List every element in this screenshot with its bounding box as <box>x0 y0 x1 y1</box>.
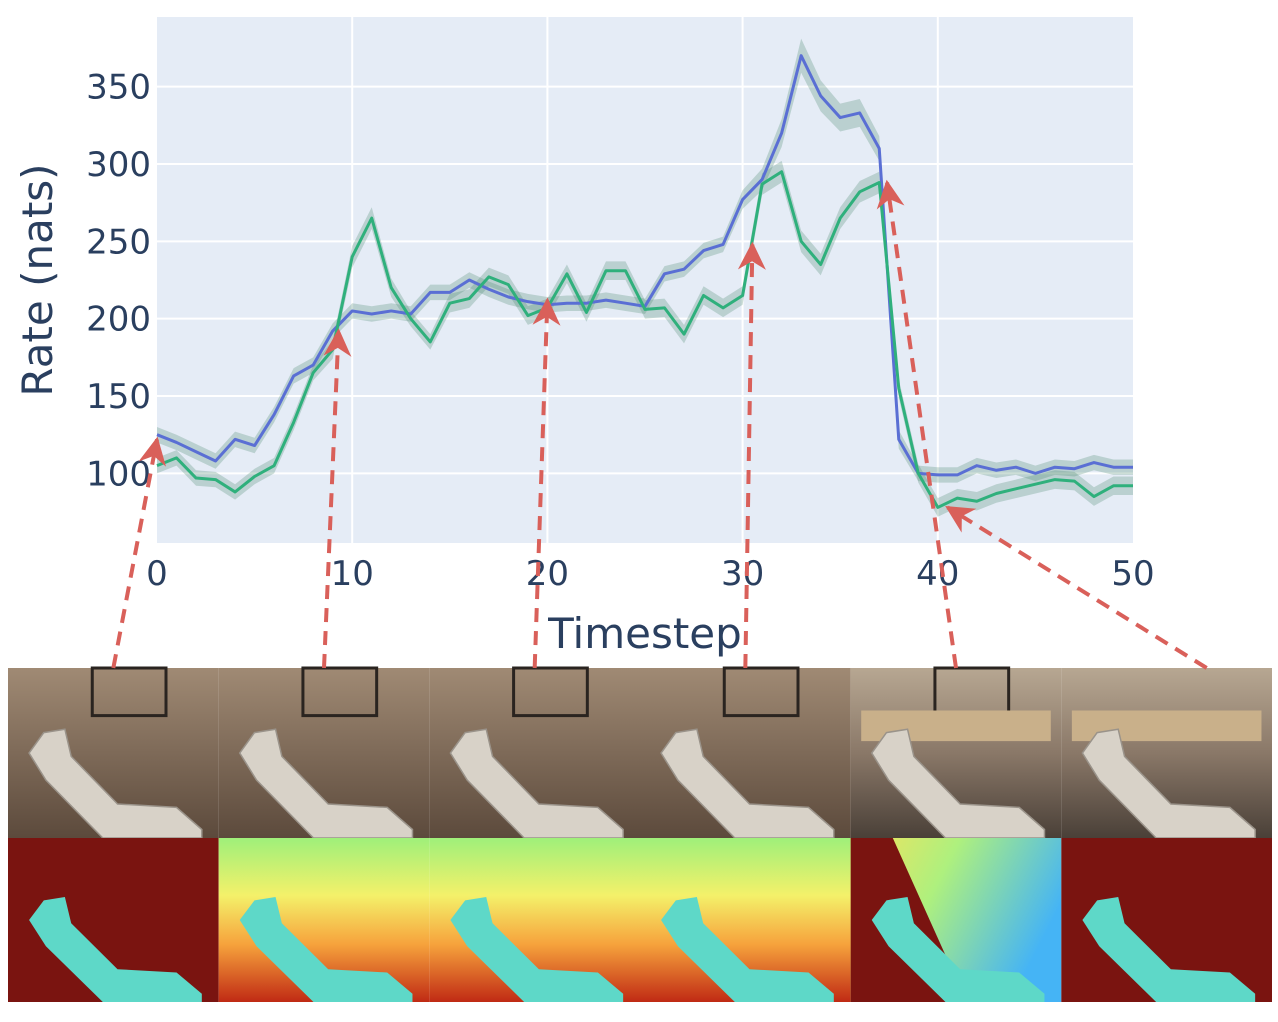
x-tick-label: 50 <box>1111 554 1154 594</box>
frame-4 <box>851 668 1062 1002</box>
x-tick-labels: 0 10 20 30 40 50 <box>146 554 1154 594</box>
frame-0 <box>8 668 219 1002</box>
y-tick-label: 100 <box>86 454 151 494</box>
frame-2 <box>429 668 640 1002</box>
frame-3 <box>640 668 851 1002</box>
image-strip <box>8 668 1272 1002</box>
y-tick-labels: 100 150 200 250 300 350 <box>86 68 151 495</box>
y-tick-label: 350 <box>86 68 151 108</box>
y-tick-label: 250 <box>86 222 151 262</box>
x-tick-label: 10 <box>331 554 374 594</box>
frame-1 <box>219 668 430 1002</box>
x-tick-label: 0 <box>146 554 168 594</box>
x-axis-title: Timestep <box>547 609 742 658</box>
y-tick-label: 300 <box>86 145 151 185</box>
x-tick-label: 30 <box>721 554 764 594</box>
y-tick-label: 200 <box>86 300 151 340</box>
y-tick-label: 150 <box>86 377 151 417</box>
frame-5 <box>1061 668 1272 1002</box>
x-tick-label: 40 <box>916 554 959 594</box>
y-axis-title: Rate (nats) <box>13 163 62 396</box>
x-tick-label: 20 <box>526 554 569 594</box>
